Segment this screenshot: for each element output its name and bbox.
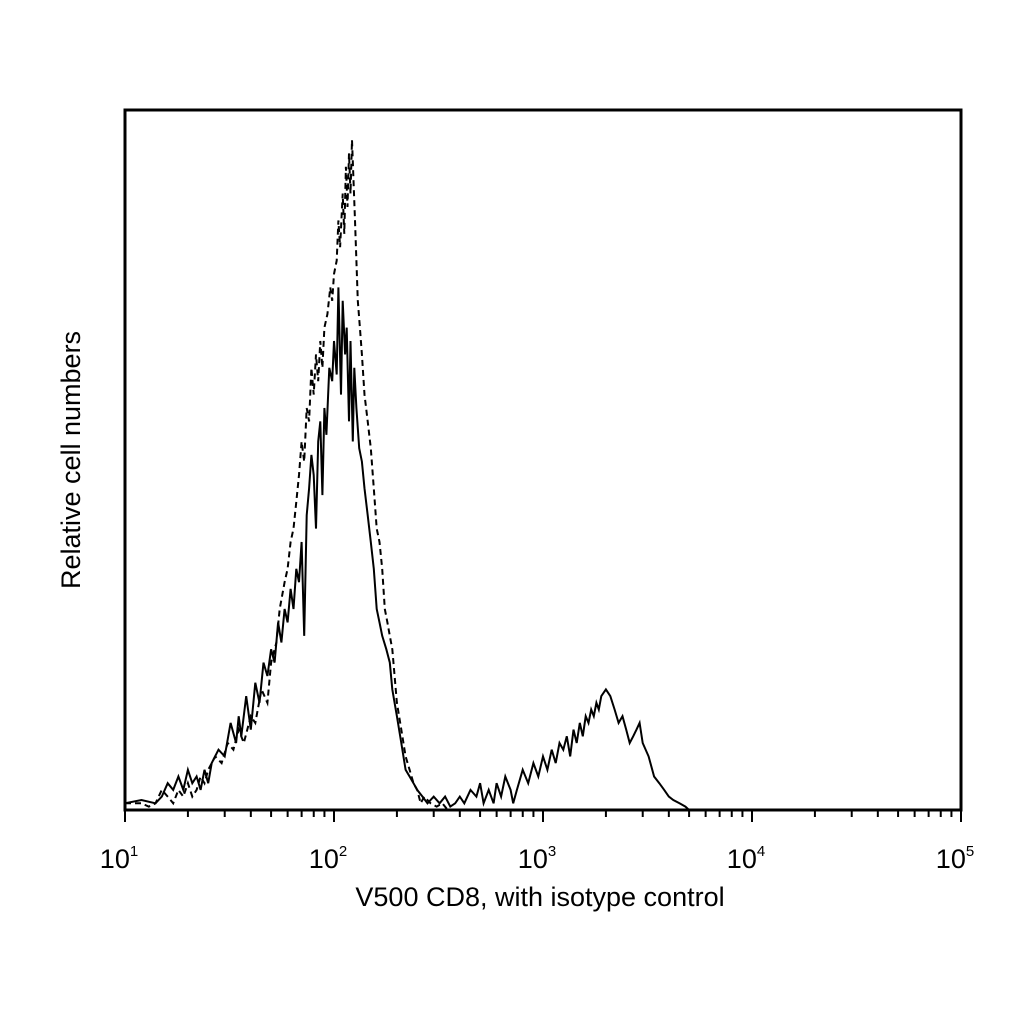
- x-axis-ticks: [124, 810, 962, 822]
- x-tick-label: 101: [100, 843, 138, 874]
- series-line-cd8-solid: [124, 287, 961, 811]
- x-axis-tick-labels: 101 102 103 104 105: [100, 843, 974, 874]
- x-tick-label: 102: [309, 843, 347, 874]
- x-axis-label: V500 CD8, with isotype control: [355, 882, 724, 912]
- y-axis-label: Relative cell numbers: [56, 331, 86, 589]
- x-tick-label: 103: [518, 843, 556, 874]
- x-tick-label: 105: [936, 843, 974, 874]
- x-tick-label: 104: [727, 843, 765, 874]
